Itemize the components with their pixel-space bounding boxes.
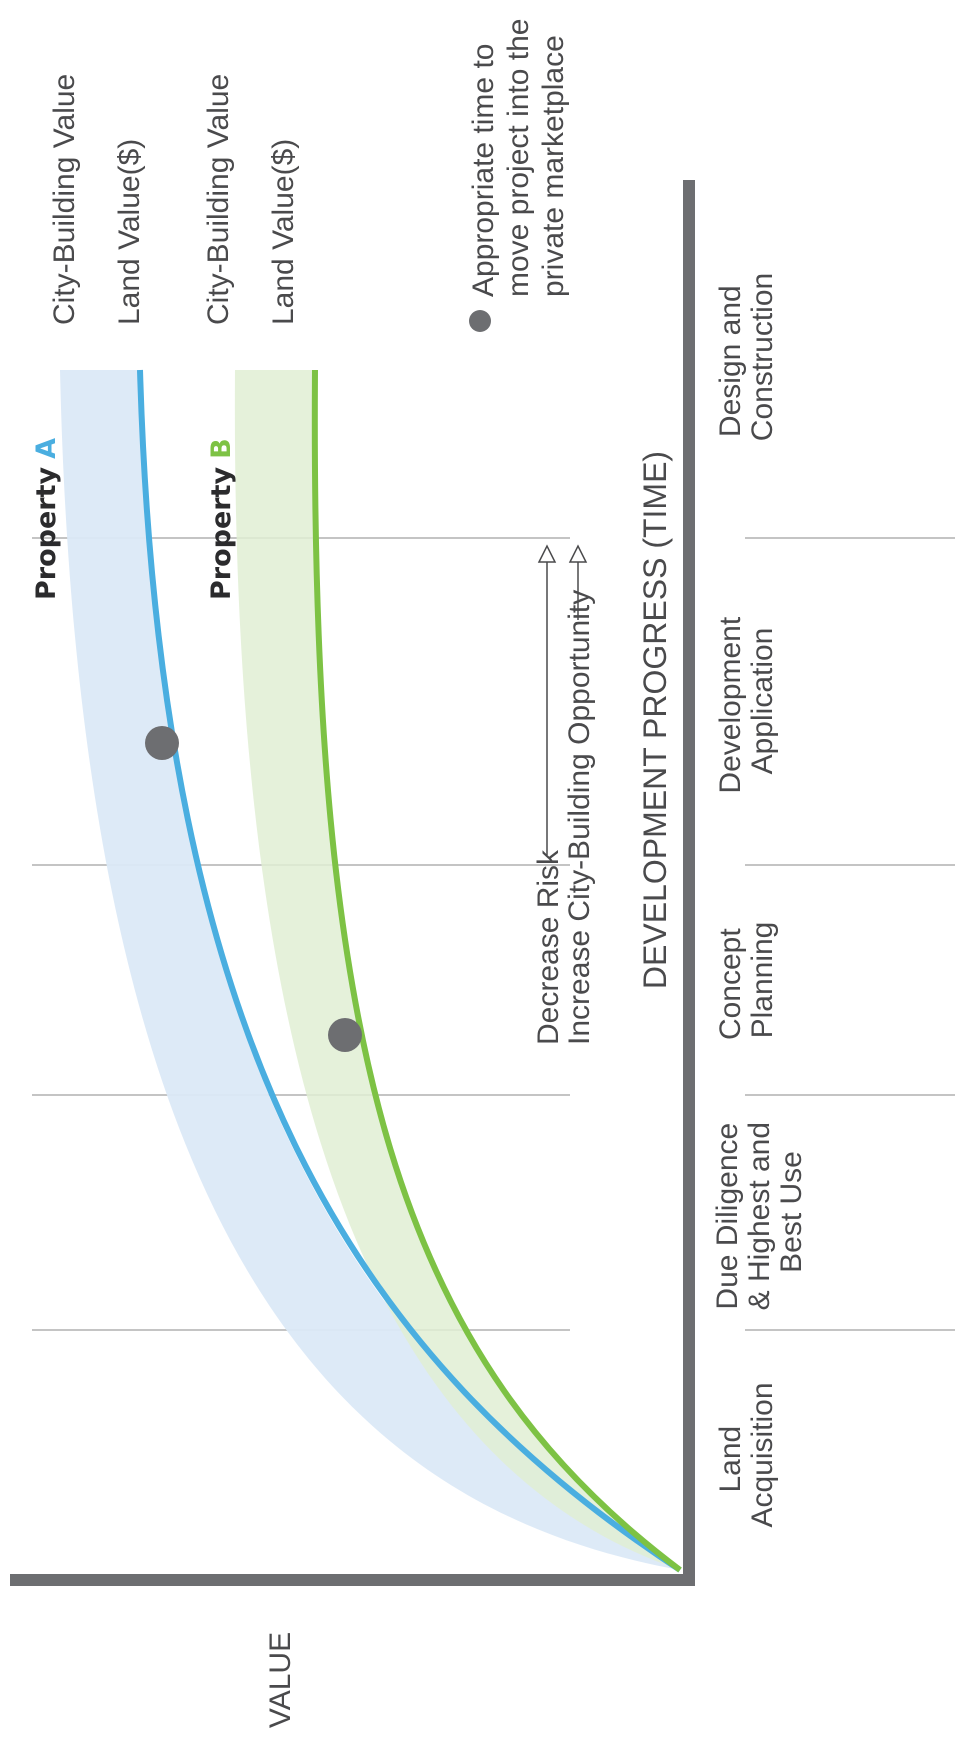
property-a-land-value-label: Land Value($) [113, 139, 146, 325]
property-b-label: Property B [206, 438, 237, 600]
stage-1-line-1: Land [714, 1426, 747, 1493]
opportunity-arrow-label: Increase City-Building Opportunity [563, 590, 596, 1045]
legend-line-1: Appropriate time to [467, 44, 500, 297]
risk-arrow [537, 544, 557, 855]
legend-marker-icon [469, 310, 491, 332]
y-axis-title: VALUE [264, 1632, 297, 1728]
legend-line-2: move project into the [502, 19, 535, 297]
stage-label-2: Due Diligence & Highest and Best Use [711, 1114, 808, 1311]
property-a-word: Property [31, 466, 62, 600]
opportunity-arrow [568, 544, 588, 620]
legend-marker-text: Appropriate time to move project into th… [467, 10, 570, 297]
property-a-band [60, 370, 680, 1570]
property-b-letter: B [206, 438, 237, 459]
stage-2-line-2: & Highest and [743, 1122, 776, 1310]
x-axis-title: DEVELOPMENT PROGRESS (TIME) [637, 451, 673, 989]
property-a-letter: A [31, 438, 62, 459]
stage-label-4: Development Application [714, 608, 779, 793]
stage-4-line-1: Development [714, 616, 747, 793]
stage-dividers [745, 537, 955, 1331]
stage-labels: Land Acquisition Due Diligence & Highest… [711, 273, 808, 1528]
stage-5-line-1: Design and [714, 285, 747, 437]
property-b-land-value-curve [311, 369, 682, 1573]
property-b-land-value-label: Land Value($) [267, 139, 300, 325]
legend-line-3: private marketplace [537, 35, 570, 297]
stage-5-line-2: Construction [746, 273, 779, 441]
stage-1-line-2: Acquisition [746, 1382, 779, 1527]
risk-arrow-label: Decrease Risk [532, 849, 565, 1045]
stage-2-line-3: Best Use [775, 1151, 808, 1273]
property-b-band [234, 370, 680, 1570]
property-a-marker [145, 726, 179, 760]
stage-label-5: Design and Construction [714, 273, 779, 441]
stage-3-line-2: Planning [746, 922, 779, 1039]
stage-label-1: Land Acquisition [714, 1382, 779, 1527]
property-b-marker [328, 1018, 362, 1052]
property-a-land-value-curve [137, 369, 682, 1573]
stage-2-line-1: Due Diligence [711, 1123, 744, 1310]
stage-4-line-2: Application [746, 628, 779, 775]
stage-label-3: Concept Planning [714, 920, 779, 1040]
property-b-city-building-label: City-Building Value [202, 74, 235, 325]
property-a-city-building-label: City-Building Value [48, 74, 81, 325]
rotated-chart-frame: Decrease Risk Increase City-Building Opp… [10, 10, 955, 1728]
property-a-label: Property A [31, 438, 62, 600]
property-b-word: Property [206, 466, 237, 600]
stage-3-line-1: Concept [714, 928, 747, 1040]
